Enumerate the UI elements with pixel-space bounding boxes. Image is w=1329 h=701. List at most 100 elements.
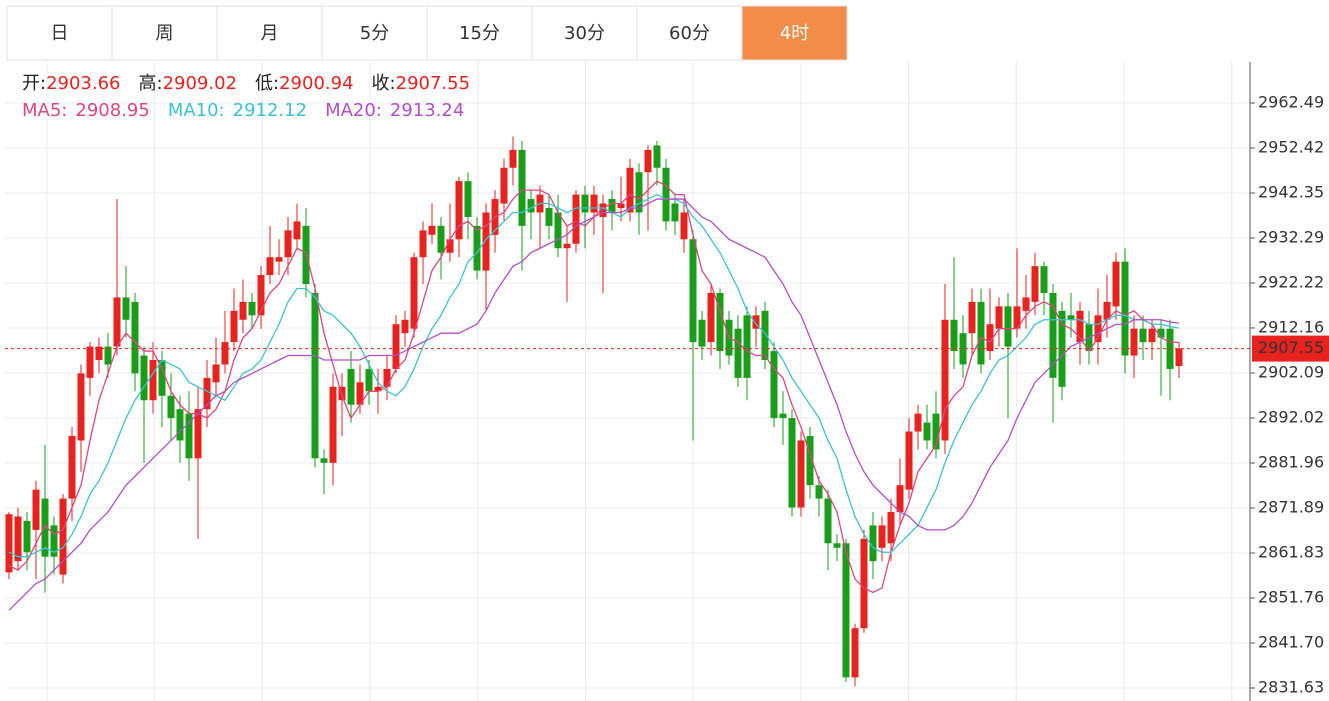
candle-body (473, 225, 481, 271)
candle-body (1139, 328, 1147, 343)
candle-body (734, 328, 742, 378)
tab[interactable] (531, 5, 638, 61)
tab[interactable] (636, 5, 743, 61)
candle-body (104, 346, 112, 365)
candle-body (329, 386, 337, 463)
legend-name: MA10: (168, 100, 225, 121)
tab-label[interactable]: 60分 (669, 23, 710, 44)
candle-body (5, 514, 13, 573)
candle-body (617, 203, 625, 209)
candle-body (896, 485, 904, 512)
candle-body (23, 520, 31, 553)
tab-label[interactable]: 30分 (564, 23, 605, 44)
candle-body (689, 239, 697, 343)
candle-body (590, 194, 598, 213)
tab[interactable] (321, 5, 428, 61)
candle-body (1121, 261, 1129, 356)
candle-body (1031, 266, 1039, 302)
candle-body (203, 377, 211, 410)
tab[interactable] (741, 5, 848, 61)
tab-label[interactable]: 周 (156, 23, 174, 44)
legend-value: 2913.24 (390, 100, 464, 121)
candle-body (788, 418, 796, 508)
candle-body (572, 194, 580, 244)
candle-body (95, 346, 103, 360)
candle-body (1094, 315, 1102, 343)
candle-body (122, 297, 130, 320)
candle-body (1067, 315, 1075, 320)
tab[interactable] (216, 5, 323, 61)
candle-body (194, 409, 202, 459)
plot: 2907.55 (5, 136, 1329, 687)
candle-body (293, 221, 301, 240)
y-tick-label: 2831.63 (1258, 677, 1324, 696)
ma-line (8, 193, 1180, 558)
candle-body (770, 351, 778, 419)
candle-body (914, 413, 922, 432)
candle-body (743, 315, 751, 378)
candle-body (419, 230, 427, 258)
candle-body (653, 145, 661, 168)
legend-value: 2912.12 (233, 100, 307, 121)
candle-body (158, 359, 166, 396)
ohlc-value: 2903.66 (46, 73, 120, 94)
candle-body (59, 498, 67, 575)
candle-body (995, 306, 1003, 329)
candle-body (374, 386, 382, 392)
candle-body (410, 257, 418, 329)
tab-label[interactable]: 日 (51, 23, 69, 44)
candle-body (113, 297, 121, 347)
candle-body (77, 373, 85, 441)
candle-body (968, 301, 976, 334)
candle-body (167, 395, 175, 419)
candle-body (752, 315, 760, 329)
legend-value: 2908.95 (75, 100, 149, 121)
candle-body (32, 489, 40, 530)
ohlc-label: 低: (255, 73, 279, 94)
candle-body (680, 212, 688, 240)
candle-body (239, 301, 247, 320)
candle-body (1040, 266, 1048, 293)
candle-body (527, 199, 535, 213)
y-tick-label: 2851.76 (1258, 588, 1324, 607)
y-tick-label: 2881.96 (1258, 452, 1324, 471)
tab[interactable] (426, 5, 533, 61)
tab-label[interactable]: 15分 (459, 23, 500, 44)
ohlc-label: 收: (372, 73, 396, 94)
tab-label[interactable]: 4时 (780, 23, 809, 44)
legend-name: MA5: (22, 100, 67, 121)
candle-body (41, 498, 49, 557)
candle-body (608, 199, 616, 213)
candle-body (428, 225, 436, 235)
tab[interactable] (6, 5, 113, 61)
y-tick-label: 2922.22 (1258, 273, 1324, 292)
candle-body (833, 543, 841, 548)
tab[interactable] (111, 5, 218, 61)
ohlc-value: 2900.94 (279, 73, 353, 94)
candle-body (86, 346, 94, 378)
candle-body (284, 230, 292, 258)
candle-body (275, 257, 283, 262)
candle-body (932, 413, 940, 450)
candle-body (1175, 348, 1183, 366)
tab-label[interactable]: 5分 (360, 23, 389, 44)
candle-body (644, 149, 652, 173)
candle-body (437, 225, 445, 253)
y-tick-label: 2892.02 (1258, 408, 1324, 427)
candle-body (455, 181, 463, 240)
candle-body (248, 301, 256, 316)
candle-body (311, 292, 319, 459)
candle-body (1022, 297, 1030, 311)
candle-body (554, 212, 562, 249)
y-tick-label: 2871.89 (1258, 498, 1324, 517)
tab-label[interactable]: 月 (261, 23, 279, 44)
candle-body (950, 319, 958, 352)
candle-body (905, 431, 913, 490)
candle-body (464, 181, 472, 217)
candle-body (383, 368, 391, 387)
last-price-box (1252, 335, 1329, 362)
candle-body (779, 413, 787, 419)
candle-body (581, 194, 589, 213)
candle-body (68, 435, 76, 499)
